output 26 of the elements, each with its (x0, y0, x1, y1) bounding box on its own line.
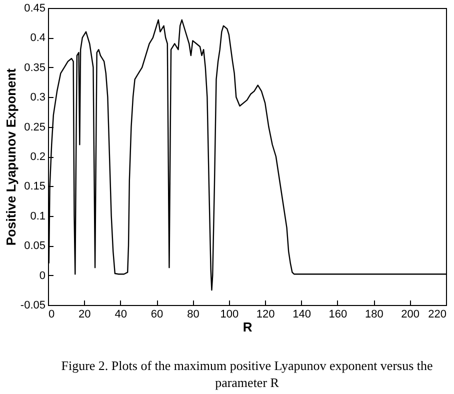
x-tick-label: 140 (292, 308, 311, 320)
x-tick-label: 60 (150, 308, 164, 320)
y-tick-label: 0.15 (24, 180, 46, 193)
y-tick-label: 0.1 (30, 210, 46, 222)
y-tick-label: 0.3 (30, 92, 46, 104)
x-tick-label: 120 (256, 308, 275, 320)
y-tick-label: 0.25 (24, 121, 46, 134)
y-tick-label: 0.35 (24, 62, 46, 74)
x-tick-label: 220 (428, 308, 446, 320)
y-tick-label: 0.2 (30, 151, 46, 163)
y-axis-title: Positive Lyapunov Exponent (3, 68, 18, 246)
x-tick-label: 160 (328, 308, 348, 320)
y-tick-label: 0.4 (30, 32, 46, 44)
x-tick-label: 100 (220, 308, 239, 320)
x-tick-label: 0 (48, 308, 55, 320)
caption: Figure 2. Plots of the maximum positive Lyapunov exponent versus the parameter R (61, 358, 433, 390)
x-tick-label: 20 (78, 308, 91, 320)
x-tick-label: 200 (401, 308, 420, 320)
y-tick-label: 0.45 (24, 2, 46, 14)
x-axis-title: R (242, 320, 253, 334)
x-tick-label: 40 (114, 308, 127, 320)
y-tick-label: 0 (39, 270, 46, 282)
y-tick-label: -0.05 (20, 300, 46, 312)
x-tick-label: 180 (364, 308, 384, 320)
y-tick-label: 0.05 (24, 240, 46, 252)
x-tick-label: 80 (187, 308, 200, 320)
